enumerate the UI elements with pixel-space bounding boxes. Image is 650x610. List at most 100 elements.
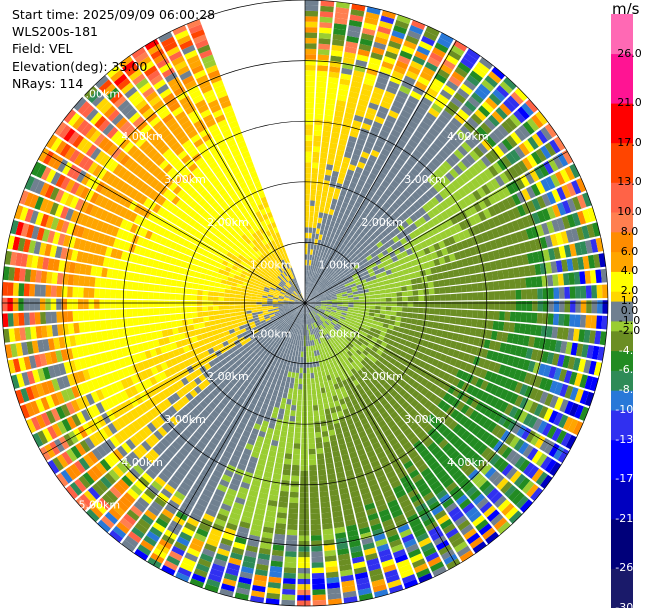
- velocity-gate: [175, 437, 185, 447]
- velocity-gate: [445, 502, 458, 514]
- velocity-gate: [351, 288, 358, 293]
- velocity-gate: [386, 370, 395, 378]
- velocity-gate: [493, 440, 504, 453]
- velocity-gate: [294, 427, 301, 433]
- velocity-gate: [433, 138, 445, 149]
- velocity-gate: [501, 503, 515, 516]
- velocity-gate: [337, 177, 344, 185]
- velocity-gate: [473, 213, 482, 224]
- velocity-gate: [308, 307, 313, 312]
- velocity-gate: [379, 378, 387, 386]
- velocity-gate: [259, 542, 272, 550]
- velocity-gate: [315, 442, 323, 449]
- velocity-gate: [487, 281, 494, 291]
- velocity-gate: [453, 40, 468, 52]
- velocity-gate: [331, 215, 338, 222]
- velocity-gate: [371, 167, 380, 176]
- velocity-gate: [413, 228, 422, 237]
- velocity-gate: [391, 509, 403, 519]
- velocity-gate: [123, 492, 136, 504]
- velocity-gate: [263, 348, 269, 355]
- velocity-gate: [208, 401, 217, 410]
- velocity-gate: [406, 431, 416, 441]
- velocity-gate: [104, 511, 118, 525]
- velocity-gate: [349, 393, 356, 401]
- velocity-gate: [355, 59, 368, 68]
- velocity-gate: [272, 366, 278, 373]
- velocity-gate: [344, 396, 351, 404]
- velocity-gate: [472, 224, 481, 235]
- velocity-gate: [339, 167, 348, 174]
- velocity-gate: [431, 157, 442, 168]
- velocity-gate: [305, 292, 306, 298]
- velocity-gate: [484, 118, 496, 131]
- velocity-gate: [373, 237, 380, 245]
- velocity-gate: [472, 130, 484, 142]
- velocity-gate: [365, 244, 372, 252]
- velocity-gate: [394, 336, 402, 343]
- velocity-gate: [322, 287, 328, 291]
- velocity-gate: [305, 119, 314, 125]
- velocity-gate: [309, 205, 315, 212]
- velocity-gate: [289, 320, 294, 326]
- velocity-gate: [533, 403, 544, 417]
- velocity-gate: [322, 315, 328, 320]
- velocity-gate: [278, 501, 288, 508]
- velocity-gate: [417, 313, 424, 320]
- velocity-gate: [591, 300, 598, 314]
- velocity-gate: [556, 327, 564, 340]
- velocity-gate: [272, 473, 282, 480]
- velocity-gate: [366, 222, 373, 230]
- velocity-gate: [321, 336, 326, 343]
- velocity-gate: [320, 295, 326, 298]
- velocity-gate: [487, 251, 495, 261]
- velocity-gate: [451, 367, 459, 377]
- velocity-gate: [467, 193, 477, 204]
- velocity-gate: [378, 267, 386, 273]
- velocity-gate: [415, 257, 423, 265]
- velocity-gate: [477, 222, 486, 233]
- velocity-gate: [461, 293, 468, 301]
- velocity-gate: [312, 271, 315, 278]
- velocity-gate: [381, 249, 389, 256]
- velocity-gate: [311, 233, 316, 239]
- velocity-gate: [154, 315, 161, 323]
- velocity-gate: [335, 217, 342, 224]
- velocity-gate: [343, 331, 350, 337]
- velocity-gate: [204, 405, 214, 414]
- velocity-gate: [362, 542, 375, 551]
- velocity-gate: [418, 40, 433, 51]
- velocity-gate: [277, 391, 283, 398]
- velocity-gate: [454, 412, 464, 423]
- velocity-gate: [352, 75, 364, 83]
- velocity-gate: [387, 419, 396, 429]
- velocity-gate: [340, 448, 349, 456]
- velocity-gate: [408, 408, 418, 418]
- velocity-gate: [231, 405, 240, 414]
- velocity-gate: [310, 194, 316, 201]
- velocity-gate: [366, 6, 381, 15]
- velocity-gate: [305, 330, 308, 336]
- velocity-gate: [226, 374, 234, 382]
- velocity-gate: [401, 401, 410, 410]
- velocity-gate: [346, 35, 359, 44]
- velocity-gate: [483, 505, 497, 518]
- velocity-gate: [396, 432, 406, 442]
- velocity-gate: [444, 355, 453, 365]
- velocity-gate: [224, 309, 230, 314]
- velocity-gate: [534, 263, 542, 275]
- velocity-gate: [268, 450, 277, 458]
- velocity-gate: [414, 219, 422, 228]
- velocity-gate: [316, 70, 328, 77]
- velocity-gate: [463, 79, 477, 91]
- velocity-gate: [109, 530, 123, 543]
- velocity-gate: [318, 469, 327, 476]
- velocity-gate: [324, 312, 330, 317]
- velocity-gate: [407, 195, 417, 204]
- velocity-gate: [175, 571, 190, 583]
- velocity-rays: [2, 0, 608, 606]
- velocity-gate: [396, 90, 409, 100]
- velocity-gate: [322, 314, 328, 319]
- velocity-gate: [267, 376, 274, 383]
- velocity-gate: [384, 50, 398, 60]
